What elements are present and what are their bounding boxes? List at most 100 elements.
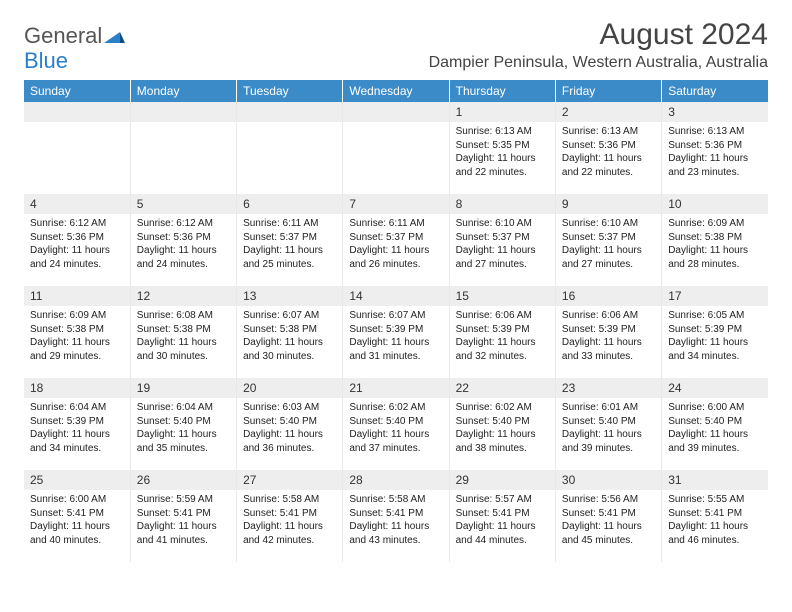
daylight-text: Daylight: 11 hours and 26 minutes. (349, 244, 442, 271)
day-details (237, 122, 342, 131)
day-number: 6 (237, 194, 342, 214)
day-details: Sunrise: 6:11 AMSunset: 5:37 PMDaylight:… (237, 214, 342, 277)
day-number: 25 (24, 470, 130, 490)
sunset-text: Sunset: 5:41 PM (137, 507, 230, 521)
calendar-day-cell: 14Sunrise: 6:07 AMSunset: 5:39 PMDayligh… (343, 286, 449, 378)
day-number: 1 (450, 102, 555, 122)
day-details: Sunrise: 6:07 AMSunset: 5:39 PMDaylight:… (343, 306, 448, 369)
sunset-text: Sunset: 5:40 PM (456, 415, 549, 429)
sunrise-text: Sunrise: 5:58 AM (349, 493, 442, 507)
day-number: 21 (343, 378, 448, 398)
brand-triangle-icon (104, 26, 126, 49)
calendar-day-cell: 24Sunrise: 6:00 AMSunset: 5:40 PMDayligh… (662, 378, 768, 470)
sunset-text: Sunset: 5:41 PM (243, 507, 336, 521)
daylight-text: Daylight: 11 hours and 43 minutes. (349, 520, 442, 547)
title-block: August 2024 Dampier Peninsula, Western A… (429, 18, 768, 72)
day-number: 18 (24, 378, 130, 398)
calendar-day-cell: 26Sunrise: 5:59 AMSunset: 5:41 PMDayligh… (130, 470, 236, 562)
daylight-text: Daylight: 11 hours and 44 minutes. (456, 520, 549, 547)
calendar-week-row: 18Sunrise: 6:04 AMSunset: 5:39 PMDayligh… (24, 378, 768, 470)
sunrise-text: Sunrise: 6:11 AM (243, 217, 336, 231)
daylight-text: Daylight: 11 hours and 31 minutes. (349, 336, 442, 363)
day-details: Sunrise: 6:11 AMSunset: 5:37 PMDaylight:… (343, 214, 448, 277)
sunset-text: Sunset: 5:38 PM (30, 323, 124, 337)
sunrise-text: Sunrise: 6:02 AM (349, 401, 442, 415)
day-details: Sunrise: 6:02 AMSunset: 5:40 PMDaylight:… (343, 398, 448, 461)
day-details: Sunrise: 6:07 AMSunset: 5:38 PMDaylight:… (237, 306, 342, 369)
day-details: Sunrise: 6:03 AMSunset: 5:40 PMDaylight:… (237, 398, 342, 461)
calendar-table: Sunday Monday Tuesday Wednesday Thursday… (24, 80, 768, 562)
daylight-text: Daylight: 11 hours and 35 minutes. (137, 428, 230, 455)
calendar-day-cell: 8Sunrise: 6:10 AMSunset: 5:37 PMDaylight… (449, 194, 555, 286)
day-details: Sunrise: 5:55 AMSunset: 5:41 PMDaylight:… (662, 490, 768, 553)
sunset-text: Sunset: 5:39 PM (349, 323, 442, 337)
day-number (24, 102, 130, 122)
day-details: Sunrise: 6:13 AMSunset: 5:35 PMDaylight:… (450, 122, 555, 185)
sunrise-text: Sunrise: 6:07 AM (349, 309, 442, 323)
calendar-week-row: 25Sunrise: 6:00 AMSunset: 5:41 PMDayligh… (24, 470, 768, 562)
day-details: Sunrise: 6:13 AMSunset: 5:36 PMDaylight:… (662, 122, 768, 185)
daylight-text: Daylight: 11 hours and 37 minutes. (349, 428, 442, 455)
day-number: 9 (556, 194, 661, 214)
sunrise-text: Sunrise: 6:03 AM (243, 401, 336, 415)
day-details: Sunrise: 5:56 AMSunset: 5:41 PMDaylight:… (556, 490, 661, 553)
sunset-text: Sunset: 5:37 PM (243, 231, 336, 245)
day-details: Sunrise: 6:02 AMSunset: 5:40 PMDaylight:… (450, 398, 555, 461)
calendar-day-cell: 21Sunrise: 6:02 AMSunset: 5:40 PMDayligh… (343, 378, 449, 470)
sunset-text: Sunset: 5:36 PM (562, 139, 655, 153)
day-details: Sunrise: 6:06 AMSunset: 5:39 PMDaylight:… (556, 306, 661, 369)
calendar-day-cell: 17Sunrise: 6:05 AMSunset: 5:39 PMDayligh… (662, 286, 768, 378)
daylight-text: Daylight: 11 hours and 27 minutes. (456, 244, 549, 271)
day-header: Thursday (449, 80, 555, 102)
day-details: Sunrise: 6:09 AMSunset: 5:38 PMDaylight:… (662, 214, 768, 277)
calendar-day-cell: 5Sunrise: 6:12 AMSunset: 5:36 PMDaylight… (130, 194, 236, 286)
daylight-text: Daylight: 11 hours and 30 minutes. (137, 336, 230, 363)
calendar-day-cell: 2Sunrise: 6:13 AMSunset: 5:36 PMDaylight… (555, 102, 661, 194)
daylight-text: Daylight: 11 hours and 23 minutes. (668, 152, 762, 179)
day-details: Sunrise: 5:58 AMSunset: 5:41 PMDaylight:… (343, 490, 448, 553)
day-number: 13 (237, 286, 342, 306)
sunset-text: Sunset: 5:38 PM (668, 231, 762, 245)
sunrise-text: Sunrise: 6:12 AM (30, 217, 124, 231)
calendar-week-row: 11Sunrise: 6:09 AMSunset: 5:38 PMDayligh… (24, 286, 768, 378)
sunset-text: Sunset: 5:37 PM (562, 231, 655, 245)
day-details: Sunrise: 6:04 AMSunset: 5:40 PMDaylight:… (131, 398, 236, 461)
sunset-text: Sunset: 5:40 PM (562, 415, 655, 429)
day-details: Sunrise: 6:06 AMSunset: 5:39 PMDaylight:… (450, 306, 555, 369)
sunset-text: Sunset: 5:40 PM (243, 415, 336, 429)
sunset-text: Sunset: 5:40 PM (349, 415, 442, 429)
daylight-text: Daylight: 11 hours and 24 minutes. (30, 244, 124, 271)
day-number: 29 (450, 470, 555, 490)
sunrise-text: Sunrise: 6:05 AM (668, 309, 762, 323)
sunrise-text: Sunrise: 6:07 AM (243, 309, 336, 323)
calendar-day-cell: 28Sunrise: 5:58 AMSunset: 5:41 PMDayligh… (343, 470, 449, 562)
calendar-day-cell: 16Sunrise: 6:06 AMSunset: 5:39 PMDayligh… (555, 286, 661, 378)
daylight-text: Daylight: 11 hours and 39 minutes. (562, 428, 655, 455)
day-details: Sunrise: 6:10 AMSunset: 5:37 PMDaylight:… (556, 214, 661, 277)
calendar-day-cell: 20Sunrise: 6:03 AMSunset: 5:40 PMDayligh… (237, 378, 343, 470)
day-details (24, 122, 130, 131)
sunset-text: Sunset: 5:39 PM (562, 323, 655, 337)
calendar-day-cell: 22Sunrise: 6:02 AMSunset: 5:40 PMDayligh… (449, 378, 555, 470)
calendar-day-cell (130, 102, 236, 194)
day-number: 14 (343, 286, 448, 306)
day-details (343, 122, 448, 131)
daylight-text: Daylight: 11 hours and 34 minutes. (668, 336, 762, 363)
sunset-text: Sunset: 5:41 PM (456, 507, 549, 521)
sunrise-text: Sunrise: 6:13 AM (668, 125, 762, 139)
day-number (343, 102, 448, 122)
day-header: Tuesday (237, 80, 343, 102)
day-number: 8 (450, 194, 555, 214)
calendar-day-cell: 3Sunrise: 6:13 AMSunset: 5:36 PMDaylight… (662, 102, 768, 194)
day-number: 28 (343, 470, 448, 490)
daylight-text: Daylight: 11 hours and 24 minutes. (137, 244, 230, 271)
day-details: Sunrise: 6:04 AMSunset: 5:39 PMDaylight:… (24, 398, 130, 461)
calendar-day-cell: 31Sunrise: 5:55 AMSunset: 5:41 PMDayligh… (662, 470, 768, 562)
daylight-text: Daylight: 11 hours and 39 minutes. (668, 428, 762, 455)
sunset-text: Sunset: 5:41 PM (562, 507, 655, 521)
sunrise-text: Sunrise: 6:00 AM (30, 493, 124, 507)
daylight-text: Daylight: 11 hours and 27 minutes. (562, 244, 655, 271)
daylight-text: Daylight: 11 hours and 40 minutes. (30, 520, 124, 547)
daylight-text: Daylight: 11 hours and 22 minutes. (562, 152, 655, 179)
daylight-text: Daylight: 11 hours and 46 minutes. (668, 520, 762, 547)
